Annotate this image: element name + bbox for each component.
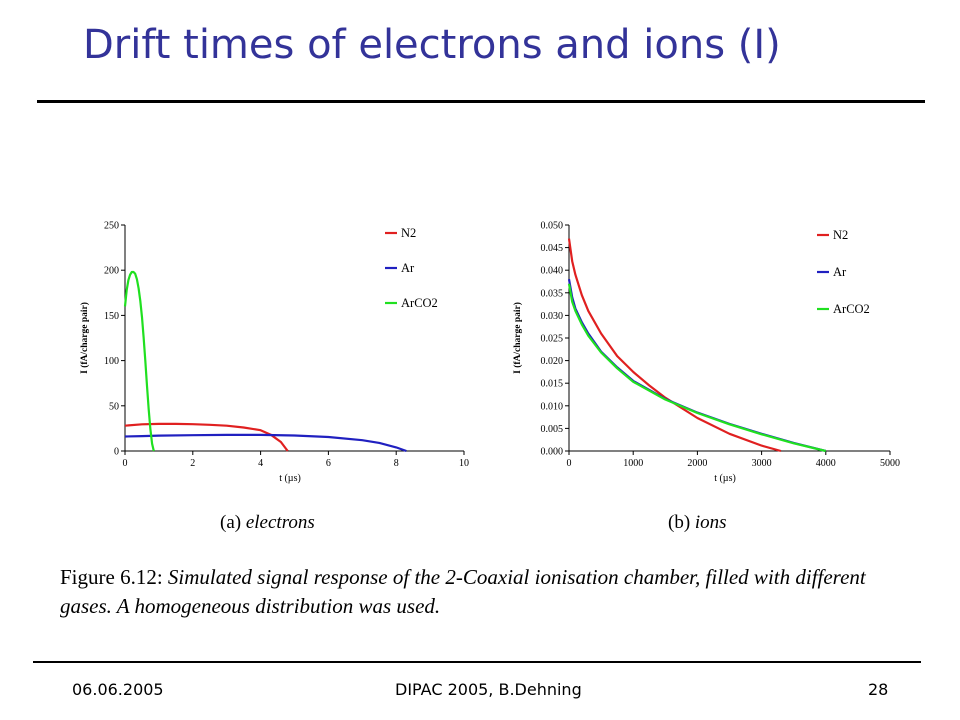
legend-label-ar: Ar [401, 261, 415, 275]
x-tick-label: 2000 [687, 458, 707, 469]
y-tick-label: 0.030 [541, 311, 564, 322]
y-tick-label: 50 [109, 401, 119, 412]
y-tick-label: 0.000 [541, 447, 564, 458]
y-tick-label: 200 [104, 266, 119, 277]
x-tick-label: 1000 [623, 458, 643, 469]
x-tick-label: 0 [567, 458, 572, 469]
y-tick-label: 0.005 [541, 424, 564, 435]
y-tick-label: 0.050 [541, 221, 564, 232]
x-tick-label: 0 [123, 458, 128, 469]
x-tick-label: 5000 [880, 458, 900, 469]
y-tick-label: 150 [104, 311, 119, 322]
x-tick-label: 10 [459, 458, 469, 469]
panel-a-caption: (a) electrons [220, 512, 315, 534]
legend-label-arco2: ArCO2 [401, 296, 438, 310]
footer-date: 06.06.2005 [72, 680, 164, 699]
series-line-ar [567, 279, 827, 453]
series-line-n2 [567, 238, 782, 453]
x-tick-label: 6 [326, 458, 331, 469]
panel-b-label: (b) [668, 512, 691, 533]
electrons-chart: 0 2 4 6 8 10 0 50 100 150 200 250 t (µs) I (fA/charge… [75, 205, 495, 509]
footer-divider [33, 661, 921, 663]
y-tick-label: 0.040 [541, 266, 564, 277]
legend-label-n2: N2 [401, 226, 416, 240]
y-tick-label: 250 [104, 221, 119, 232]
x-tick-label: 4 [258, 458, 263, 469]
panel-b-caption-text: ions [694, 512, 727, 533]
x-axis-label: t (µs) [714, 473, 736, 484]
figure-caption: Figure 6.12: Simulated signal response o… [60, 563, 920, 621]
slide-title: Drift times of electrons and ions (I) [83, 22, 781, 68]
x-tick-label: 2 [190, 458, 195, 469]
y-tick-label: 0.025 [541, 334, 564, 345]
ions-chart: 0 1000 2000 3000 4000 5000 0.000 0.005 0.010 0.01… [505, 205, 925, 509]
series-line-arco2 [123, 270, 155, 452]
legend-label-n2: N2 [833, 228, 848, 242]
y-axis-label: I (fA/charge pair) [512, 302, 523, 374]
x-tick-label: 3000 [752, 458, 772, 469]
y-tick-label: 0.010 [541, 401, 564, 412]
series-line-arco2 [567, 283, 827, 453]
series-line-ar [124, 433, 407, 453]
y-tick-label: 0.035 [541, 288, 564, 299]
y-tick-label: 0 [114, 447, 119, 458]
footer-page-number: 28 [868, 680, 889, 699]
x-axis-label: t (µs) [279, 473, 301, 484]
x-tick-label: 8 [394, 458, 399, 469]
y-tick-label: 0.015 [541, 379, 564, 390]
panel-b-caption: (b) ions [668, 512, 727, 534]
panel-a-caption-text: electrons [245, 512, 315, 533]
y-tick-label: 100 [104, 356, 119, 367]
panel-a-label: (a) [220, 512, 242, 533]
legend-label-ar: Ar [833, 265, 847, 279]
footer-event: DIPAC 2005, B.Dehning [395, 680, 582, 699]
y-tick-label: 0.045 [541, 243, 564, 254]
figure-caption-label: Figure 6.12: [60, 565, 163, 589]
title-divider [37, 100, 925, 103]
x-tick-label: 4000 [816, 458, 836, 469]
y-axis-label: I (fA/charge pair) [79, 302, 90, 374]
legend-label-arco2: ArCO2 [833, 302, 870, 316]
figure-caption-text: Simulated signal response of the 2-Coaxi… [60, 565, 866, 618]
y-tick-label: 0.020 [541, 356, 564, 367]
ions-chart-svg: 0 1000 2000 3000 4000 5000 0.000 0.005 0.010 0.01… [512, 221, 900, 485]
